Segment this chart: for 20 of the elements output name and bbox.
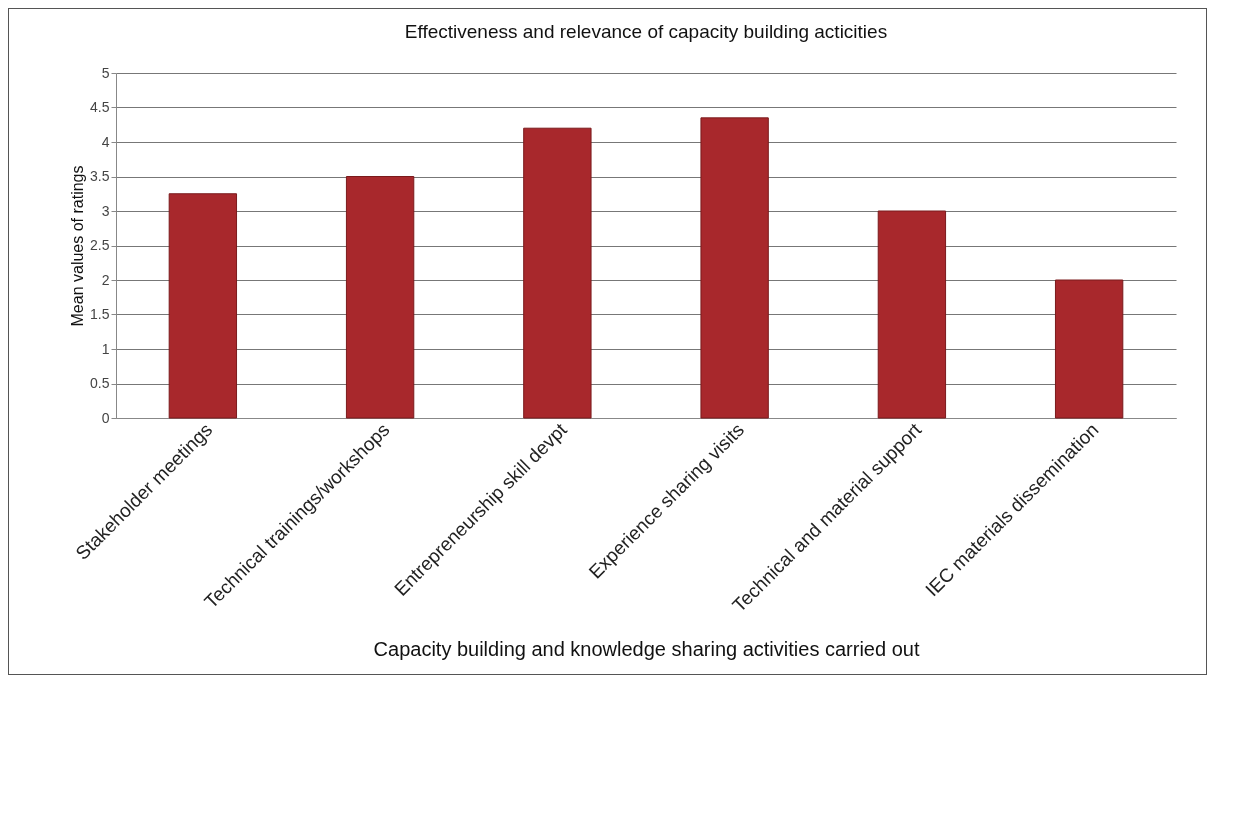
y-axis-title: Mean values of ratings [69, 165, 87, 327]
y-tick-label: 1.5 [90, 306, 110, 322]
x-axis-title: Capacity building and knowledge sharing activities carried out [373, 638, 920, 661]
chart-title: Effectiveness and relevance of capacity building acticities [404, 21, 888, 42]
y-tick-label: 4.5 [90, 99, 110, 115]
bar [523, 127, 592, 419]
bar [700, 117, 769, 419]
y-tick-label: 3.5 [90, 168, 110, 184]
y-tick-label: 5 [101, 64, 110, 81]
y-tick-label: 4 [101, 133, 110, 150]
y-tick-label: 2 [101, 271, 110, 288]
y-tick-label: 3 [101, 202, 110, 219]
y-tick-label: 1 [101, 340, 110, 357]
y-tick-label: 0 [101, 409, 110, 426]
bar [168, 193, 238, 419]
y-tick-label: 0.5 [90, 375, 110, 391]
bar [345, 176, 415, 419]
bar [877, 210, 947, 419]
y-tick-label: 2.5 [90, 237, 110, 253]
bar [1054, 279, 1124, 419]
